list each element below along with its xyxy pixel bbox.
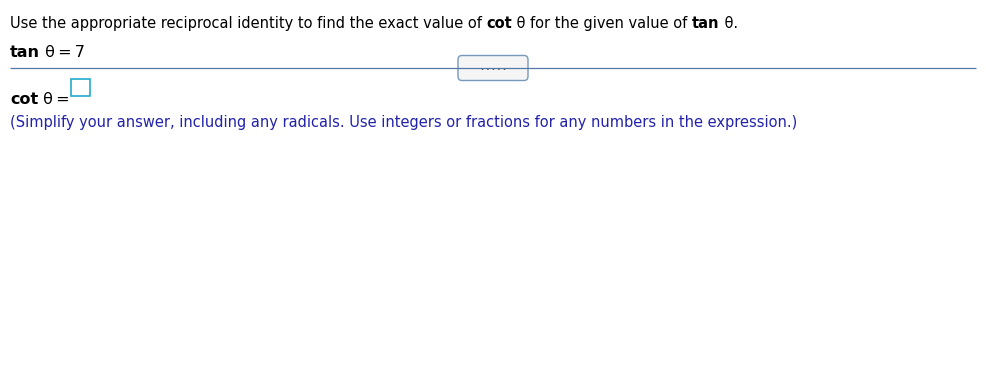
Text: tan: tan bbox=[692, 16, 720, 31]
Text: θ =: θ = bbox=[38, 92, 70, 107]
Text: (Simplify your answer, including any radicals. Use integers or fractions for any: (Simplify your answer, including any rad… bbox=[10, 115, 798, 130]
Text: . . . . .: . . . . . bbox=[480, 64, 506, 72]
Text: θ.: θ. bbox=[720, 16, 738, 31]
Text: cot: cot bbox=[486, 16, 513, 31]
Text: tan: tan bbox=[10, 45, 40, 60]
Text: cot: cot bbox=[10, 92, 38, 107]
Text: θ = 7: θ = 7 bbox=[40, 45, 85, 60]
FancyBboxPatch shape bbox=[458, 56, 528, 81]
Bar bbox=[71, 79, 90, 96]
Text: θ for the given value of: θ for the given value of bbox=[513, 16, 692, 31]
Text: Use the appropriate reciprocal identity to find the exact value of: Use the appropriate reciprocal identity … bbox=[10, 16, 486, 31]
